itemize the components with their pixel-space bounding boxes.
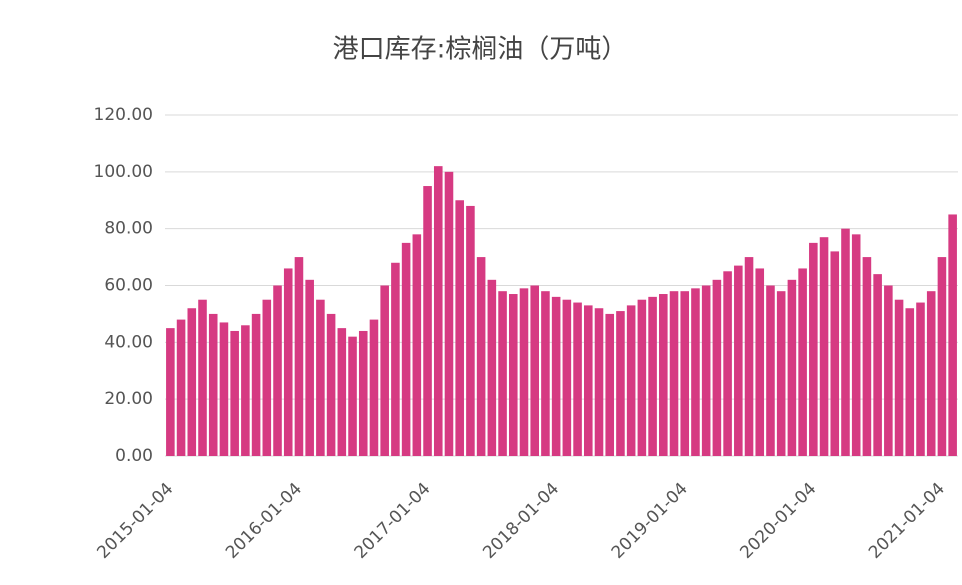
y-tick-label: 120.00	[94, 105, 153, 125]
bar	[498, 291, 507, 456]
bar	[626, 305, 636, 456]
bar	[659, 294, 668, 456]
bar	[273, 285, 282, 456]
bar	[176, 319, 186, 456]
bar	[830, 251, 840, 456]
bar	[680, 291, 690, 456]
bar	[305, 279, 314, 456]
bar	[198, 299, 207, 456]
bar	[369, 319, 379, 456]
bar	[819, 237, 829, 456]
bar	[326, 313, 336, 456]
bar	[294, 257, 304, 456]
x-tick-label: 2016-01-04	[222, 479, 306, 563]
y-tick-label: 0.00	[115, 446, 153, 466]
y-tick-label: 80.00	[104, 219, 153, 239]
bar	[691, 288, 700, 456]
x-tick-label: 2018-01-04	[479, 479, 563, 563]
bar	[562, 299, 572, 456]
bar	[787, 279, 797, 456]
bar	[862, 257, 872, 456]
chart-title: 港口库存:棕榈油（万吨）	[333, 35, 628, 65]
bar	[391, 262, 400, 456]
bar	[648, 296, 657, 456]
bar	[208, 313, 218, 456]
bar	[433, 166, 443, 456]
bar	[230, 330, 239, 456]
bar	[241, 325, 250, 456]
bar	[873, 274, 882, 456]
bar	[444, 171, 454, 457]
bar	[530, 285, 539, 456]
bar	[412, 234, 422, 456]
bar	[851, 234, 861, 456]
bar	[776, 291, 786, 456]
bar	[766, 285, 775, 456]
bar	[905, 308, 915, 456]
bar	[166, 328, 175, 456]
bar	[508, 294, 518, 456]
x-tick-label: 2021-01-04	[865, 479, 949, 563]
y-tick-label: 60.00	[104, 276, 153, 296]
bar	[466, 205, 475, 456]
bar	[251, 313, 261, 456]
bar	[455, 200, 464, 456]
bar	[283, 268, 293, 456]
bar	[798, 268, 807, 456]
bar	[926, 291, 936, 456]
bar	[551, 296, 561, 456]
bar	[894, 299, 904, 456]
bar	[573, 302, 582, 456]
x-tick-label: 2019-01-04	[608, 479, 692, 563]
bar	[401, 242, 411, 456]
bar	[916, 302, 925, 456]
bar	[358, 330, 368, 456]
bar	[605, 313, 615, 456]
bar	[734, 265, 743, 456]
y-tick-label: 20.00	[104, 389, 153, 409]
bar	[316, 299, 325, 456]
bar	[187, 308, 197, 456]
bar	[487, 279, 497, 456]
bar	[476, 257, 486, 456]
x-tick-label: 2015-01-04	[93, 479, 177, 563]
bar	[884, 285, 893, 456]
bar	[219, 322, 229, 456]
bar	[744, 257, 754, 456]
y-tick-label: 40.00	[104, 332, 153, 352]
bar	[637, 299, 647, 456]
bar	[348, 336, 357, 456]
bar	[541, 291, 550, 456]
bar	[262, 299, 272, 456]
x-tick-label: 2017-01-04	[351, 479, 435, 563]
bar	[337, 328, 347, 456]
bar	[616, 311, 625, 456]
bar	[701, 285, 711, 456]
bar	[841, 228, 850, 456]
bar	[519, 288, 529, 456]
bar	[723, 271, 732, 456]
bar	[423, 186, 432, 456]
x-tick-label: 2020-01-04	[736, 479, 820, 563]
bar	[584, 305, 593, 456]
bar	[380, 285, 389, 456]
bar	[669, 291, 679, 456]
bar	[594, 308, 604, 456]
y-tick-label: 100.00	[94, 162, 153, 182]
bar	[937, 257, 947, 456]
bar	[755, 268, 765, 456]
bar	[948, 214, 957, 456]
bar	[809, 242, 818, 456]
bar	[712, 279, 722, 456]
